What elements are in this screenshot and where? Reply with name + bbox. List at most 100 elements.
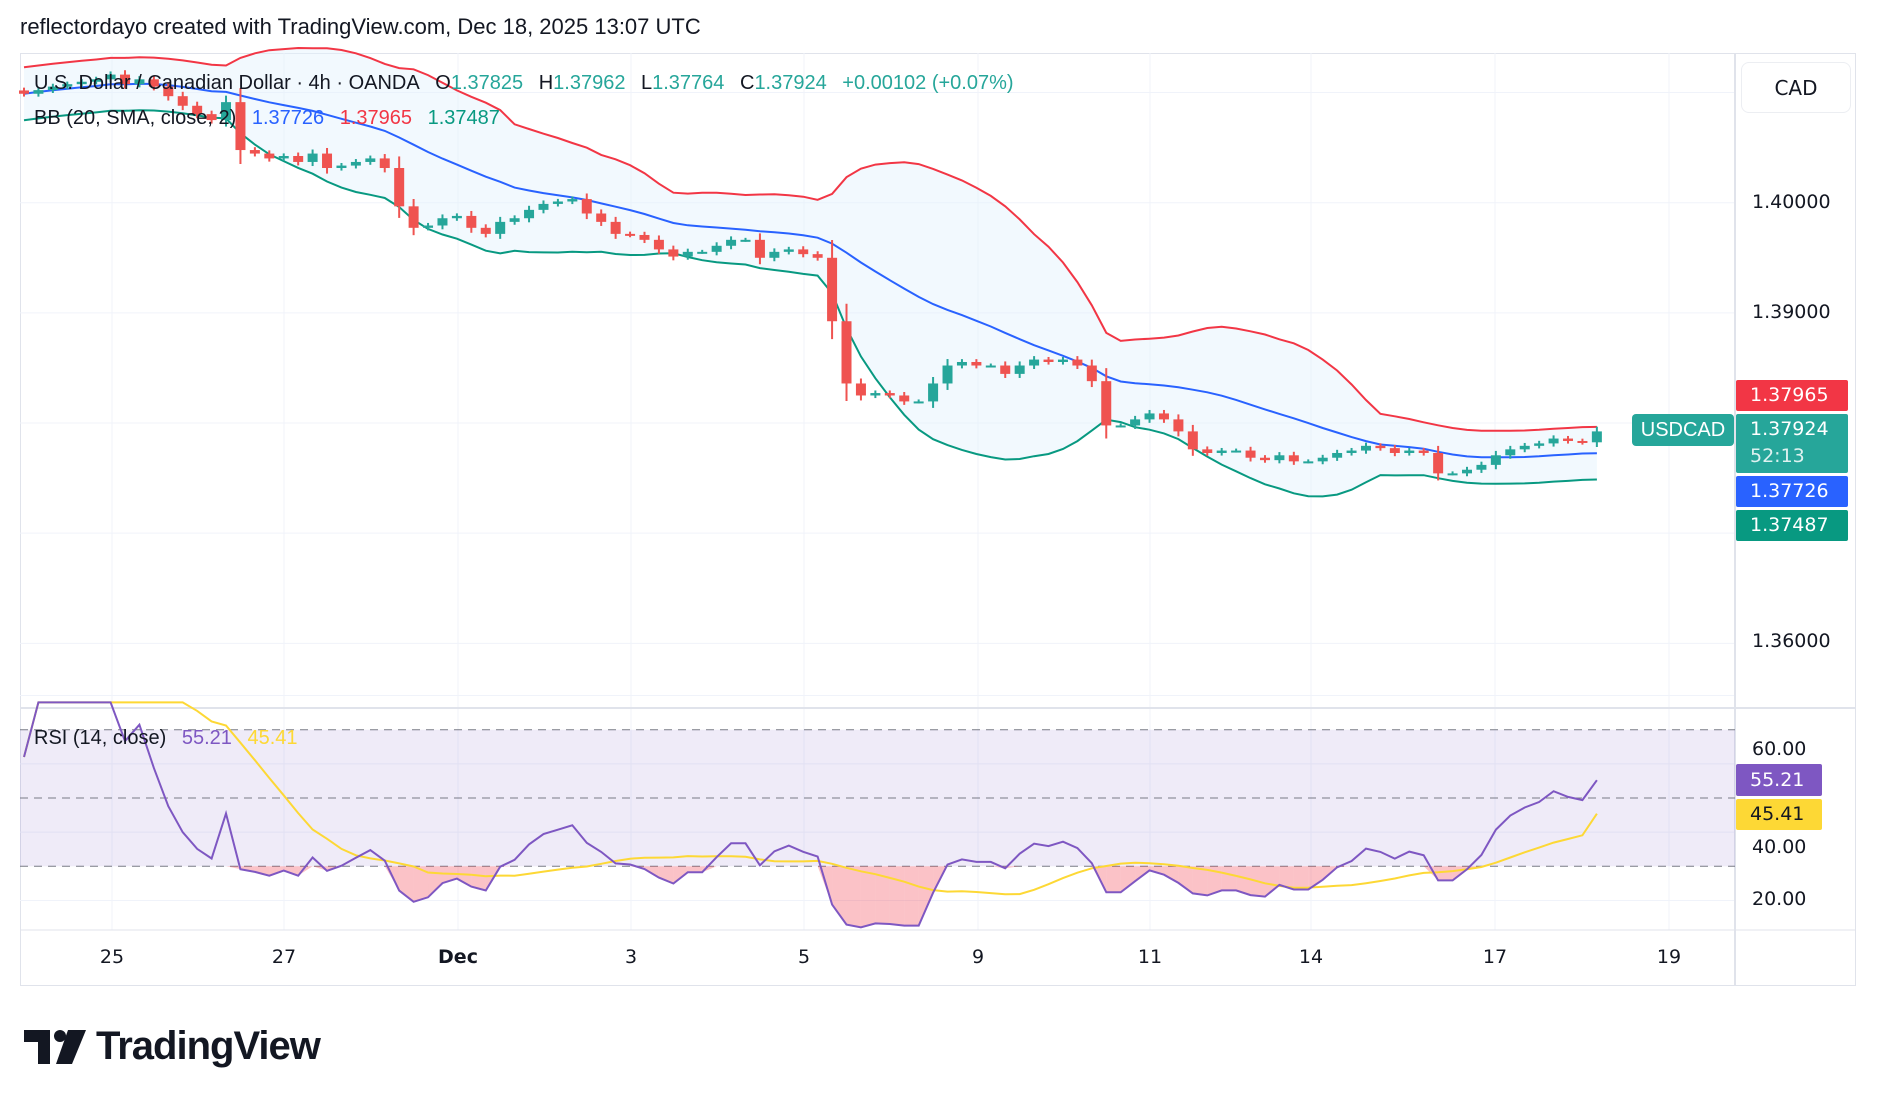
candle-body [610,221,621,234]
rsi-tick: 20.00 [1752,888,1807,910]
rsi-oversold-fill [1308,866,1323,890]
candle-body [769,251,780,258]
candle-body [466,215,477,228]
candle-body [495,221,506,234]
candle-body [235,102,246,151]
candle-body [971,361,982,366]
tradingview-logo[interactable]: TradingView [24,1024,321,1069]
candle-body [394,168,405,207]
candle-body [1418,450,1429,453]
candle-body [264,153,275,159]
bb-lower-line [23,109,1597,498]
rsi-oversold-fill [1120,866,1136,893]
rsi-oversold-fill [298,866,313,876]
rsi-oversold-fill [471,866,486,891]
candle-body [1072,359,1083,366]
candle-body [1259,457,1270,461]
candle-body [1577,440,1588,443]
candle-body [524,209,535,219]
bb-basis-price-label: 1.37726 [1736,476,1848,507]
rsi-oversold-fill [904,866,919,926]
rsi-line [23,701,1598,929]
currency-button[interactable]: CAD [1741,62,1851,113]
price-tick: 1.40000 [1752,191,1831,213]
candle-body [1245,450,1256,458]
chart-frame [20,53,1856,986]
candle-body [1086,365,1097,382]
price-tick: 1.36000 [1752,630,1831,652]
candle-body [827,257,838,322]
candle-body [740,239,751,242]
candle-body [148,79,159,87]
candle-body [1187,431,1198,450]
candle-body [1043,359,1054,362]
price-tick: 1.39000 [1752,301,1831,323]
rsi-oversold-fill [1178,866,1193,894]
bb-basis-value: 1.37726 [251,107,325,129]
change-value: +0.00102 (+0.07%) [842,72,1014,94]
bb-lower-price-label: 1.37487 [1736,510,1848,541]
candle-body [928,383,939,402]
candle-body [336,165,347,169]
candle-body [1346,450,1357,453]
bar-countdown: 52:13 [1750,445,1805,467]
candle-body [1591,431,1602,443]
rsi-oversold-fill [254,866,270,876]
time-label: 9 [971,946,985,968]
rsi-oversold-fill [1091,866,1107,893]
candle-body [1303,461,1314,464]
rsi-ma-value: 45.41 [247,727,298,749]
chart-caption: reflectordayo created with TradingView.c… [20,14,701,39]
bb-upper-value: 1.37965 [339,107,413,129]
symbol-legend: U.S. Dollar / Canadian Dollar · 4h · OAN… [34,72,1024,95]
candle-body [47,86,58,91]
candle-body [639,234,650,240]
candle-body [1231,450,1242,453]
rsi-value: 55.21 [181,727,232,749]
rsi-oversold-fill [283,866,299,876]
rsi-title[interactable]: RSI (14, close) [34,727,167,749]
rsi-oversold-fill [1236,866,1251,896]
rsi-ma-line [23,701,1598,896]
rsi-oversold-fill [846,866,861,928]
candle-body [1029,359,1040,366]
candle-body [985,365,996,368]
symbol-name[interactable]: U.S. Dollar / Canadian Dollar · 4h · OAN… [34,72,420,94]
bb-upper-line [23,46,1597,432]
bb-title[interactable]: BB (20, SMA, close, 2) [34,107,237,129]
tradingview-logo-icon [24,1029,86,1064]
candle-body [1505,449,1516,456]
candle-body [625,233,636,236]
candle-body [249,150,260,154]
candle-body [682,251,693,257]
chart-canvas[interactable] [0,0,1878,1000]
candle-body [408,206,419,228]
rsi-price-label: 55.21 [1736,764,1822,796]
bb-legend: BB (20, SMA, close, 2) 1.37726 1.37965 1… [34,107,510,130]
candle-body [870,393,881,396]
rsi-oversold-fill [875,866,890,925]
candle-body [1288,455,1299,462]
candle-body [552,201,563,204]
rsi-oversold-fill [226,866,241,870]
candle-body [596,213,607,222]
candle-body [1433,452,1444,474]
candle-body [451,215,462,219]
candle-body [1057,359,1068,362]
open-label: O [435,72,451,94]
candle-body [1476,464,1487,470]
candle-body [812,254,823,258]
symbol-price-label: USDCAD [1632,414,1734,446]
candle-body [798,249,809,255]
candle-body [1519,445,1530,450]
candle-body [1447,473,1458,476]
close-label: C [739,72,755,94]
candle-body [1389,448,1400,453]
time-label: 3 [624,946,638,968]
candle-body [33,90,44,94]
candle-body [365,158,376,162]
high-label: H [538,72,554,94]
candle-body [1360,445,1371,451]
rsi-legend: RSI (14, close) 55.21 45.41 [34,727,308,750]
rsi-oversold-fill [889,866,905,926]
